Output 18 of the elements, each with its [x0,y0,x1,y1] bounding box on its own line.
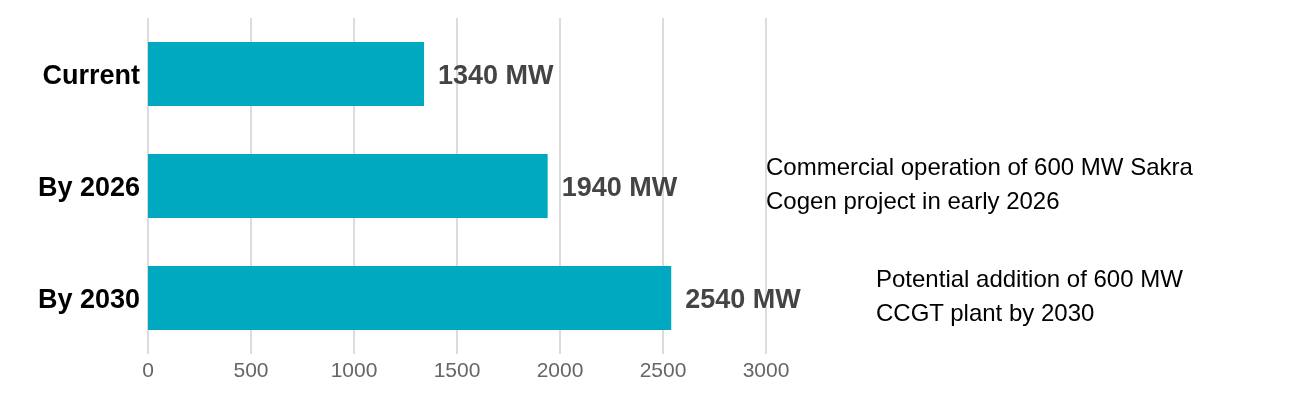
x-tick-label: 3000 [742,357,790,381]
y-tick-label: Current [42,59,140,90]
x-tick-label: 2500 [639,357,687,381]
text: Potential addition of 600 MW CCGT plant by 2030 [876,264,1184,328]
y-tick-label: By 2026 [37,171,140,202]
x-tick-label: 2000 [536,357,584,381]
y-tick-label: By 2030 [37,283,140,314]
x-tick-label: 0 [142,357,154,381]
x-tick-label: 1000 [330,357,378,381]
x-tick-label: 1500 [433,357,481,381]
data-label: 2540 MW [685,283,802,314]
bar [148,42,425,106]
x-tick-label: 500 [233,357,269,381]
bar [148,266,672,330]
data-label: 1940 MW [561,171,678,202]
data-label: 1340 MW [438,59,555,90]
annotation: Commercial operation of 600 MW Sakra Cogen project in early 2026 [766,152,1194,216]
bar [148,154,548,218]
